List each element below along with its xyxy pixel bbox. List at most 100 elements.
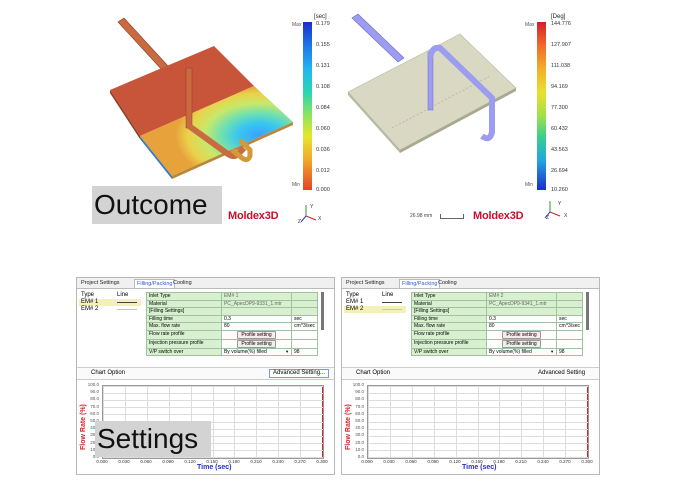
y-tick-label: 70.0 — [355, 403, 364, 409]
filling-time-field[interactable]: 0.3 — [485, 314, 558, 323]
filling-time-field[interactable]: 0.3 — [220, 314, 293, 323]
plate-filling-gradient — [140, 86, 293, 176]
right-colorbar-gradient — [537, 22, 546, 190]
flow-rate-chart-right — [367, 385, 589, 459]
tab-filling-packing[interactable]: Filling/Packing — [134, 279, 176, 288]
right-scale-text: 26.98 mm — [410, 213, 433, 219]
y-tick-label: 80.0 — [90, 396, 99, 402]
tab-cooling[interactable]: Cooling — [438, 280, 457, 286]
scrollbar-thumb[interactable] — [321, 292, 324, 330]
vp-switch-select[interactable]: By volume(%) filled ▼ — [485, 347, 558, 356]
grid-line-horizontal — [368, 435, 588, 437]
vp-switch-select[interactable]: By volume(%) filled ▼ — [220, 347, 293, 356]
grid-line-horizontal — [368, 421, 588, 423]
plate-filled-red — [110, 46, 254, 136]
right-tick-7: 26.694 — [551, 168, 568, 174]
left-colorbar-unit: [sec] — [314, 14, 327, 20]
y-tick-label: 20.0 — [355, 439, 364, 445]
right-axis-z: Z — [546, 215, 550, 221]
list-header-line: Line — [382, 292, 394, 298]
list-item[interactable]: EM# 1 — [79, 299, 141, 306]
tab-cooling[interactable]: Cooling — [173, 280, 192, 286]
list-item[interactable]: EM# 2 — [79, 306, 141, 313]
chart-option-bar-right: Chart Option Advanced Setting — [342, 367, 599, 380]
y-tick-label: 40.0 — [85, 425, 99, 430]
max-flow-rate-field[interactable]: 80 — [220, 322, 293, 331]
list-item[interactable]: EM# 2 — [344, 306, 406, 313]
y-ticks-right: 100.0 90.0 80.0 70.0 60.0 50.0 40.0 30.0 20.0 10.… — [350, 382, 366, 459]
x-tick-label: 0.270 — [294, 459, 306, 464]
x-tick-label: 0.300 — [581, 459, 593, 464]
max-flow-rate-field[interactable]: 80 — [485, 322, 558, 331]
x-tick-label: 0.120 — [449, 459, 461, 464]
y-tick-label: 40.0 — [355, 425, 364, 431]
chart-option-label: Chart Option — [356, 370, 391, 376]
right-tick-6: 43.563 — [551, 147, 568, 153]
grid-line-horizontal — [368, 428, 588, 430]
tab-project-settings[interactable]: Project Settings — [81, 280, 120, 286]
table-row: Material PC_ApecDP9-9341_1.mtr — [411, 299, 583, 308]
y-axis-title-right: Flow Rate (%) — [345, 404, 352, 450]
list-item[interactable]: EM# 1 — [344, 299, 406, 306]
table-row[interactable]: Filling time 0.3 sec — [146, 314, 318, 323]
scrollbar-thumb[interactable] — [586, 292, 589, 330]
sprue-runner-left — [117, 17, 169, 71]
y-tick-label: 10.0 — [355, 446, 364, 452]
inlet-list-left: Type Line EM# 1 EM# 2 — [79, 292, 143, 316]
table-row[interactable]: Max. flow rate 80 cm^3/sec — [411, 322, 583, 331]
x-tick-label: 0.000 — [96, 459, 108, 464]
x-tick-label: 0.180 — [493, 459, 505, 464]
left-tick-2: 0.131 — [316, 63, 330, 69]
pressure-profile-button[interactable]: Profile setting — [502, 340, 541, 347]
grid-line-horizontal — [368, 407, 588, 409]
table-row: [Filling Settings] — [146, 307, 318, 316]
runner-vertical-right — [427, 51, 434, 111]
right-scale-bar — [440, 214, 464, 219]
x-tick-label: 0.060 — [405, 459, 417, 464]
inlet-list-right: Type Line EM# 1 EM# 2 — [344, 292, 408, 316]
y-tick-label: 60.0 — [355, 410, 364, 416]
table-row[interactable]: Max. flow rate 80 cm^3/sec — [146, 322, 318, 331]
left-moldex3d-logo: Moldex3D — [228, 210, 279, 222]
sprue-runner-right — [351, 13, 405, 63]
left-axis-z: Z — [298, 219, 302, 225]
grid-line-horizontal — [103, 400, 323, 402]
x-tick-label: 0.150 — [206, 459, 218, 464]
left-tick-0: 0.179 — [316, 21, 330, 27]
flow-rate-profile-button[interactable]: Profile setting — [502, 331, 541, 338]
runner-bend-right — [427, 44, 495, 142]
table-row: Flow rate profile Profile setting — [146, 329, 318, 340]
flow-rate-profile-button[interactable]: Profile setting — [237, 331, 276, 338]
grid-line-horizontal — [103, 435, 323, 437]
left-colorbar: [sec] Max Min 0.179 0.155 0.131 0.108 0.… — [292, 14, 332, 202]
list-header-line: Line — [117, 292, 129, 298]
right-axis-y: Y — [558, 201, 562, 207]
table-row: V/P switch over By volume(%) filled ▼ 98 — [411, 347, 583, 356]
tab-project-settings[interactable]: Project Settings — [346, 280, 385, 286]
x-tick-label: 0.120 — [184, 459, 196, 464]
advanced-setting-button[interactable]: Advanced Setting — [538, 370, 586, 376]
grid-line-horizontal — [368, 400, 588, 402]
x-tick-label: 0.240 — [537, 459, 549, 464]
property-table-left: Inlet Type EM# 1 Material PC_ApecDP9-9331_… — [146, 292, 318, 356]
grid-line-horizontal — [103, 449, 323, 451]
table-row: Inlet Type EM# 1 — [146, 292, 318, 301]
x-axis-title-right: Time (sec) — [462, 464, 497, 471]
grid-line-horizontal — [368, 449, 588, 451]
left-colorbar-min-tag: Min — [292, 182, 301, 188]
grid-line-horizontal — [103, 421, 323, 423]
pressure-profile-button[interactable]: Profile setting — [237, 340, 276, 347]
property-table-right: Inlet Type EM# 2 Material PC_ApecDP9-9341_… — [411, 292, 583, 356]
advanced-setting-button[interactable]: Advanced Setting... — [269, 369, 330, 378]
y-tick-label: 80.0 — [355, 396, 364, 402]
right-axis-triad-icon — [544, 201, 561, 219]
right-colorbar-unit: [Deg] — [551, 14, 566, 20]
table-row: [Filling Settings] — [411, 307, 583, 316]
table-row[interactable]: Filling time 0.3 sec — [411, 314, 583, 323]
y-tick-label: 70.0 — [90, 403, 99, 409]
tab-filling-packing[interactable]: Filling/Packing — [399, 279, 441, 288]
left-part-render — [110, 17, 293, 179]
x-ticks-right: 0.000 0.030 0.060 0.090 0.120 0.150 0.180 0.210… — [361, 459, 592, 467]
grid-line-horizontal — [368, 457, 588, 458]
right-simulation-view: [Deg] Max Min 144.776 127.907 111.038 94… — [340, 8, 580, 230]
